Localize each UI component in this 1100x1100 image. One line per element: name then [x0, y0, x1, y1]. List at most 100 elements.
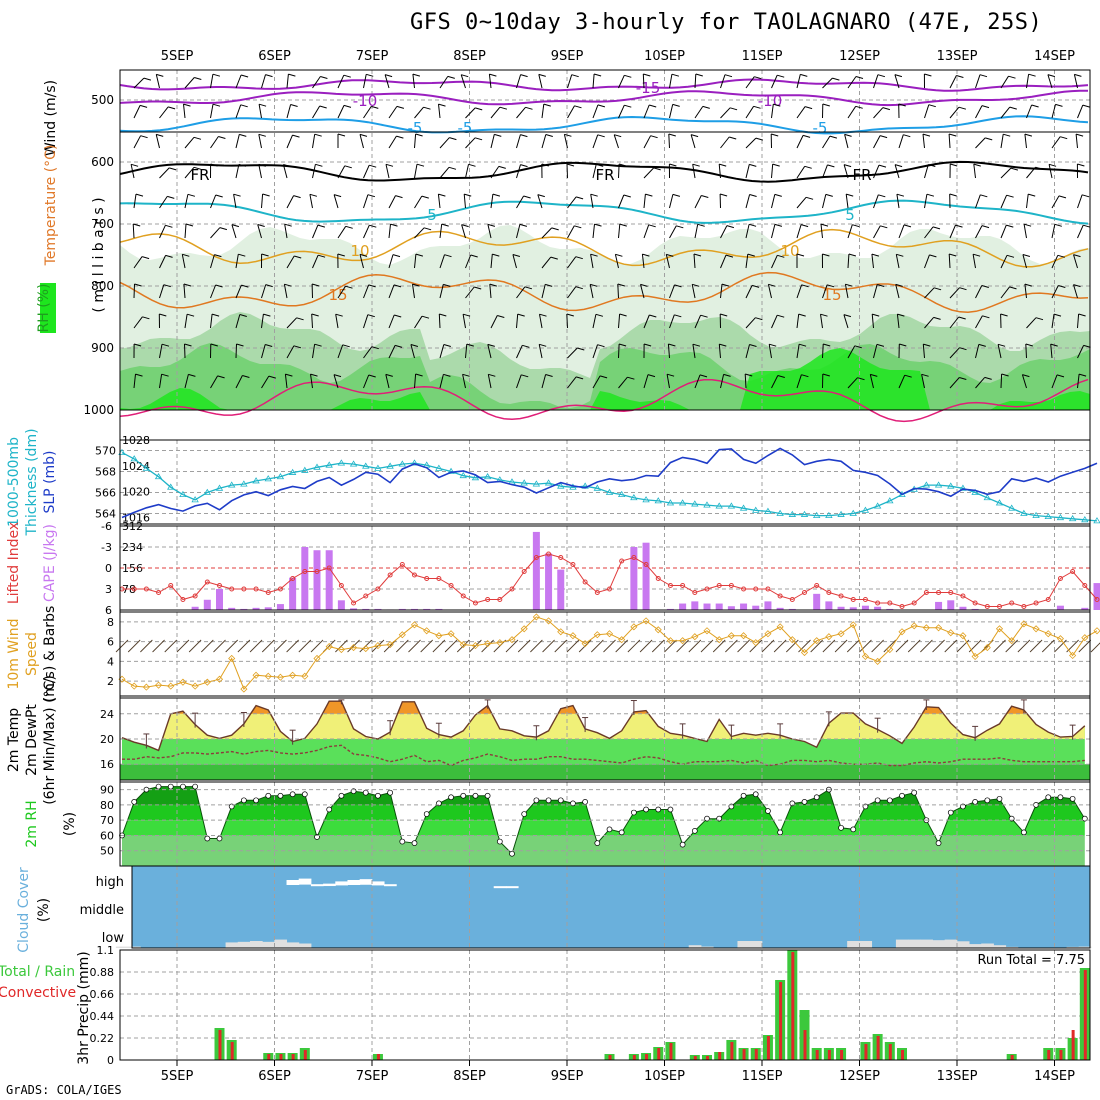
wind-barb-flag: [640, 283, 648, 287]
cloud-frame: [131, 865, 1091, 949]
wind-barb: [975, 315, 983, 329]
wind-barb: [309, 194, 313, 209]
lifted-index-marker: [667, 583, 673, 588]
cloud-low-block: [1066, 946, 1080, 948]
wind-barb-flag: [804, 106, 813, 110]
rh-marker: [557, 797, 564, 804]
wind-barb-flag: [412, 73, 421, 77]
wind-barb: [972, 254, 976, 269]
rh-marker: [399, 838, 406, 845]
wind10m-barb: [420, 639, 434, 653]
lifted-index-marker: [351, 600, 357, 606]
rh-marker: [192, 783, 198, 790]
lifted-index-marker: [143, 586, 149, 592]
cloud-low-block: [944, 939, 958, 948]
precip-convective-bar: [754, 1049, 758, 1060]
wind-barb: [1000, 194, 1008, 209]
lifted-index-marker: [777, 593, 783, 599]
wind-barb: [261, 375, 270, 389]
wind-barb-flag: [517, 313, 525, 317]
rh-marker: [375, 792, 381, 799]
wind-barb-flag: [141, 256, 150, 260]
wind-barb: [692, 344, 696, 359]
wind-barb-flag: [896, 193, 905, 197]
precip-convective-bar: [608, 1055, 612, 1060]
wind-barb-flag: [319, 105, 327, 109]
cloud-high-block: [493, 886, 507, 889]
wind-barb: [541, 104, 545, 119]
wind-barb: [871, 314, 874, 329]
thickness-marker: [739, 504, 748, 511]
wind-barb: [388, 284, 395, 299]
thickness-marker: [288, 468, 297, 475]
lifted-index-marker: [607, 586, 612, 592]
wind-speed-marker: [276, 673, 285, 681]
pressure-tick-label: 900: [91, 341, 114, 355]
wind-barb: [718, 344, 721, 359]
wind-barb-flag: [538, 73, 546, 77]
wind-barb: [363, 314, 369, 329]
wind-barb-flag: [928, 104, 936, 108]
wind-barb: [896, 314, 900, 329]
wind-barb: [258, 104, 262, 119]
wind-barb-flag: [564, 133, 572, 137]
bottom-day-label: 8SEP: [453, 1069, 486, 1084]
precip-convective-bar: [742, 1049, 746, 1060]
wind-barb: [184, 166, 195, 179]
wind-barb-flag: [648, 224, 656, 228]
wind-barb-flag: [599, 375, 608, 379]
wind-barb-flag: [238, 163, 247, 167]
wind-barb: [159, 167, 170, 179]
top-day-label: 5SEP: [161, 49, 194, 64]
isotherm-label: 10: [780, 242, 799, 260]
rh2m-axis-label: 2m RH: [24, 800, 40, 847]
rh-marker: [947, 809, 954, 816]
precip-convective-bar: [876, 1036, 880, 1060]
wind-barb: [438, 313, 441, 329]
top-day-label: 12SEP: [839, 49, 880, 64]
cape-bar: [825, 601, 833, 610]
wind-barb-flag: [1006, 254, 1015, 258]
wind-barb: [363, 74, 367, 89]
wind-barb-flag: [421, 315, 430, 319]
wind-barb: [155, 134, 160, 149]
thickness-marker: [154, 472, 163, 480]
wind-barb-flag: [412, 283, 420, 287]
precip-convective-bar: [279, 1054, 283, 1060]
wind-barb-flag: [643, 73, 651, 77]
wind-barb-flag: [571, 74, 579, 78]
wind-barb: [767, 284, 772, 299]
isotherm-line: [119, 199, 1089, 225]
wind-barb-flag: [574, 225, 582, 229]
isotherm-label: 15: [822, 286, 841, 304]
wind-barb-flag: [701, 195, 709, 198]
wind-barb: [975, 137, 986, 149]
wind10m-barb: [761, 639, 775, 653]
top-day-label: 9SEP: [551, 49, 584, 64]
wind-barb-flag: [933, 287, 942, 291]
wind-speed-marker: [666, 637, 675, 645]
lifted-index-marker: [290, 576, 296, 581]
wind-barb: [771, 224, 776, 239]
wind-barb: [210, 284, 217, 299]
rh-marker: [253, 797, 259, 804]
wind-barb-flag: [980, 194, 988, 198]
wind-barb: [694, 314, 702, 329]
wind-barb-flag: [878, 194, 886, 198]
lifted-index-marker: [582, 579, 588, 585]
bottom-day-label: 6SEP: [258, 1069, 291, 1084]
wind-barb-flag: [167, 195, 175, 199]
wind-speed-marker: [435, 632, 443, 640]
wind-barb: [668, 133, 670, 149]
wind-barb: [845, 194, 849, 209]
wind-barb-flag: [522, 344, 530, 348]
precip-tick-label: 0.22: [90, 1032, 115, 1045]
wind-speed-marker: [154, 681, 163, 689]
lifted-index-marker: [375, 586, 381, 592]
wind-barb: [643, 314, 650, 329]
wind-barb-flag: [693, 253, 702, 257]
wind-barb: [210, 74, 214, 89]
cape-bar: [679, 603, 687, 610]
rh-marker: [643, 806, 649, 813]
wind-speed-marker: [971, 652, 979, 661]
